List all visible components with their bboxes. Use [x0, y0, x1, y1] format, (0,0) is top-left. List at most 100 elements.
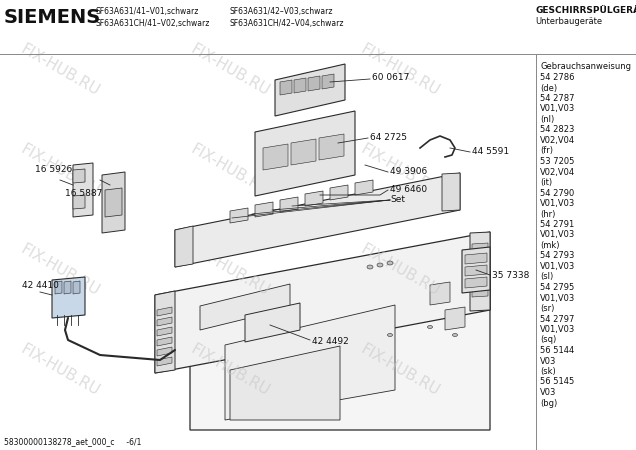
- Text: FIX-HUB.RU: FIX-HUB.RU: [18, 241, 102, 299]
- Polygon shape: [465, 277, 487, 288]
- Polygon shape: [73, 163, 93, 217]
- Polygon shape: [190, 271, 490, 430]
- Polygon shape: [445, 307, 465, 330]
- Text: V01,V03: V01,V03: [540, 199, 576, 208]
- Ellipse shape: [387, 261, 393, 265]
- Text: FIX-HUB.RU: FIX-HUB.RU: [358, 342, 442, 399]
- Polygon shape: [200, 284, 290, 330]
- Text: FIX-HUB.RU: FIX-HUB.RU: [188, 141, 272, 198]
- Text: (bg): (bg): [540, 399, 557, 408]
- Text: 54 2823: 54 2823: [540, 126, 574, 135]
- Text: FIX-HUB.RU: FIX-HUB.RU: [358, 241, 442, 299]
- Text: FIX-HUB.RU: FIX-HUB.RU: [358, 141, 442, 198]
- Text: 54 2797: 54 2797: [540, 315, 574, 324]
- Text: V01,V03: V01,V03: [540, 104, 576, 113]
- Ellipse shape: [387, 333, 392, 337]
- Text: V02,V04: V02,V04: [540, 167, 576, 176]
- Polygon shape: [472, 258, 488, 267]
- Polygon shape: [157, 337, 172, 346]
- Text: FIX-HUB.RU: FIX-HUB.RU: [358, 41, 442, 99]
- Text: FIX-HUB.RU: FIX-HUB.RU: [18, 141, 102, 198]
- Polygon shape: [472, 243, 488, 252]
- Text: 44 5591: 44 5591: [472, 147, 509, 156]
- Text: 54 2787: 54 2787: [540, 94, 575, 103]
- Polygon shape: [175, 226, 193, 267]
- Text: FIX-HUB.RU: FIX-HUB.RU: [18, 342, 102, 399]
- Polygon shape: [157, 307, 172, 316]
- Text: 16 5926: 16 5926: [35, 166, 73, 175]
- Text: GESCHIRRSPÜLGERÄTE: GESCHIRRSPÜLGERÄTE: [535, 6, 636, 15]
- Text: (sr): (sr): [540, 304, 555, 313]
- Polygon shape: [157, 317, 172, 326]
- Text: (mk): (mk): [540, 241, 560, 250]
- Polygon shape: [73, 169, 85, 183]
- Polygon shape: [157, 357, 172, 366]
- Polygon shape: [465, 265, 487, 276]
- Text: 49 6460: 49 6460: [390, 184, 427, 194]
- Polygon shape: [462, 247, 490, 293]
- Text: 16 5887: 16 5887: [65, 189, 102, 198]
- Text: (sk): (sk): [540, 367, 556, 376]
- Polygon shape: [230, 346, 340, 420]
- Text: V01,V03: V01,V03: [540, 293, 576, 302]
- Text: 42 4410: 42 4410: [22, 280, 59, 289]
- Text: 35 7338: 35 7338: [492, 270, 529, 279]
- Polygon shape: [472, 288, 488, 297]
- Text: V02,V04: V02,V04: [540, 136, 576, 145]
- Polygon shape: [73, 281, 80, 294]
- Text: (sq): (sq): [540, 336, 556, 345]
- Polygon shape: [280, 80, 292, 95]
- Polygon shape: [105, 188, 122, 217]
- Text: V01,V03: V01,V03: [540, 262, 576, 271]
- Text: 42 4492: 42 4492: [312, 338, 349, 346]
- Polygon shape: [280, 197, 298, 212]
- Polygon shape: [291, 139, 316, 165]
- Text: (nl): (nl): [540, 115, 555, 124]
- Polygon shape: [322, 74, 334, 89]
- Text: SF63A631CH/42–V04,schwarz: SF63A631CH/42–V04,schwarz: [230, 19, 345, 28]
- Text: Gebrauchsanweisung: Gebrauchsanweisung: [540, 62, 631, 71]
- Text: (de): (de): [540, 84, 557, 93]
- Ellipse shape: [427, 325, 432, 328]
- Polygon shape: [319, 134, 344, 160]
- Text: 58300000138278_aet_000_c     -6/1: 58300000138278_aet_000_c -6/1: [4, 437, 141, 446]
- Text: 56 5144: 56 5144: [540, 346, 574, 355]
- Polygon shape: [355, 180, 373, 195]
- Text: V03: V03: [540, 356, 556, 365]
- Ellipse shape: [377, 263, 383, 267]
- Polygon shape: [155, 232, 490, 373]
- Polygon shape: [465, 253, 487, 264]
- Polygon shape: [55, 281, 62, 294]
- Text: (hr): (hr): [540, 210, 555, 219]
- Text: FIX-HUB.RU: FIX-HUB.RU: [188, 342, 272, 399]
- Polygon shape: [157, 347, 172, 356]
- Polygon shape: [245, 303, 300, 342]
- Text: FIX-HUB.RU: FIX-HUB.RU: [188, 241, 272, 299]
- Text: V01,V03: V01,V03: [540, 230, 576, 239]
- Polygon shape: [294, 78, 306, 93]
- Text: 49 3906: 49 3906: [390, 166, 427, 176]
- Text: Set: Set: [390, 195, 405, 204]
- Polygon shape: [175, 173, 460, 267]
- Polygon shape: [470, 232, 490, 311]
- Text: 56 5145: 56 5145: [540, 378, 574, 387]
- Polygon shape: [330, 185, 348, 200]
- Polygon shape: [430, 282, 450, 305]
- Polygon shape: [255, 202, 273, 217]
- Text: 53 7205: 53 7205: [540, 157, 574, 166]
- Polygon shape: [225, 305, 395, 420]
- Polygon shape: [64, 281, 71, 294]
- Text: 54 2786: 54 2786: [540, 73, 575, 82]
- Text: FIX-HUB.RU: FIX-HUB.RU: [188, 41, 272, 99]
- Text: (sl): (sl): [540, 273, 553, 282]
- Polygon shape: [73, 195, 85, 209]
- Polygon shape: [230, 208, 248, 223]
- Polygon shape: [255, 111, 355, 196]
- Text: 54 2790: 54 2790: [540, 189, 574, 198]
- Polygon shape: [102, 172, 125, 233]
- Polygon shape: [305, 191, 323, 206]
- Text: 64 2725: 64 2725: [370, 132, 407, 141]
- Text: Unterbaugeräte: Unterbaugeräte: [535, 17, 602, 26]
- Polygon shape: [155, 291, 175, 373]
- Text: (fr): (fr): [540, 147, 553, 156]
